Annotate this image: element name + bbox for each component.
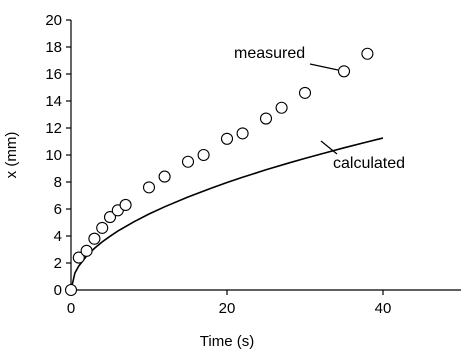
x-tick-label: 0 (67, 300, 75, 317)
measured-point (158, 170, 171, 183)
measured-point (361, 47, 374, 60)
measured-point (197, 148, 210, 162)
y-axis-label: x (mm) (3, 132, 20, 179)
measured-point (119, 198, 132, 211)
annotations: measured calculated (234, 45, 405, 172)
x-tick-label: 20 (219, 300, 236, 317)
measured-leader-line (309, 63, 339, 71)
measured-points-layer (64, 47, 374, 297)
measured-point (181, 155, 195, 168)
measured-point (337, 65, 351, 78)
calculated-annotation: calculated (333, 155, 405, 172)
y-tick-label: 12 (45, 120, 62, 137)
y-tick-label: 16 (45, 66, 62, 83)
y-tick-label: 4 (54, 228, 62, 245)
y-tick-label: 10 (45, 147, 62, 164)
y-tick-label: 6 (54, 201, 62, 218)
measured-point (103, 211, 117, 224)
measured-point (236, 127, 249, 140)
calculated-leader-line (320, 140, 338, 155)
measured-point (64, 283, 78, 297)
measured-point (275, 101, 288, 114)
y-tick-label: 2 (54, 255, 62, 272)
y-tick-label: 14 (45, 93, 62, 110)
measured-point (80, 244, 93, 257)
y-tick-label: 20 (45, 12, 62, 29)
measured-annotation: measured (234, 45, 305, 62)
y-tick-label: 0 (54, 282, 62, 299)
axes: 0 2 4 6 8 10 12 14 16 18 20 0 20 40 (45, 12, 461, 317)
measured-point (88, 232, 101, 245)
y-tick-label: 18 (45, 39, 62, 56)
x-axis-label: Time (s) (200, 333, 254, 350)
measured-point (259, 112, 273, 125)
measured-point (220, 132, 234, 145)
measured-point (96, 221, 109, 234)
y-tick-label: 8 (54, 174, 62, 191)
measured-point (142, 181, 156, 194)
x-tick-label: 40 (375, 300, 392, 317)
measured-point (72, 251, 85, 264)
measured-point (298, 86, 312, 99)
